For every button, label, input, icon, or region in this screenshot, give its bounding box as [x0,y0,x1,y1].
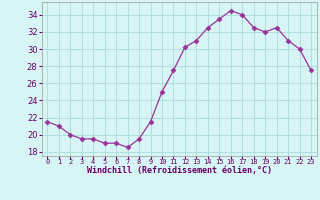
X-axis label: Windchill (Refroidissement éolien,°C): Windchill (Refroidissement éolien,°C) [87,166,272,175]
